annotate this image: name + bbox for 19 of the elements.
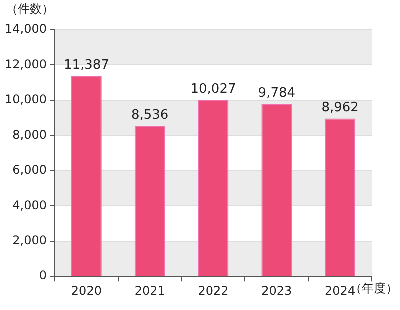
y-tick-label: 12,000 (4, 57, 47, 72)
y-tick-label: 0 (39, 268, 47, 283)
x-tick-label: 2020 (71, 284, 102, 298)
data-label: 8,536 (131, 108, 169, 124)
data-label: 8,962 (322, 100, 359, 116)
x-tick-label: 2023 (262, 284, 292, 298)
y-tick-label: 2,000 (12, 233, 47, 248)
y-tick-label: 14,000 (4, 22, 47, 36)
x-tick-label: 2021 (134, 284, 166, 298)
y-tick-label: 6,000 (12, 163, 47, 178)
y-tick-label: 4,000 (12, 198, 47, 212)
data-label: 10,027 (190, 82, 236, 97)
data-label: 11,387 (64, 58, 110, 73)
data-label: 9,784 (258, 86, 296, 102)
y-axis-title: （件数） (6, 2, 54, 16)
x-tick-label: 2022 (198, 284, 229, 298)
y-tick-label: 8,000 (12, 128, 47, 142)
x-tick-label: 2024 (325, 284, 356, 298)
y-tick-label: 10,000 (4, 92, 47, 107)
